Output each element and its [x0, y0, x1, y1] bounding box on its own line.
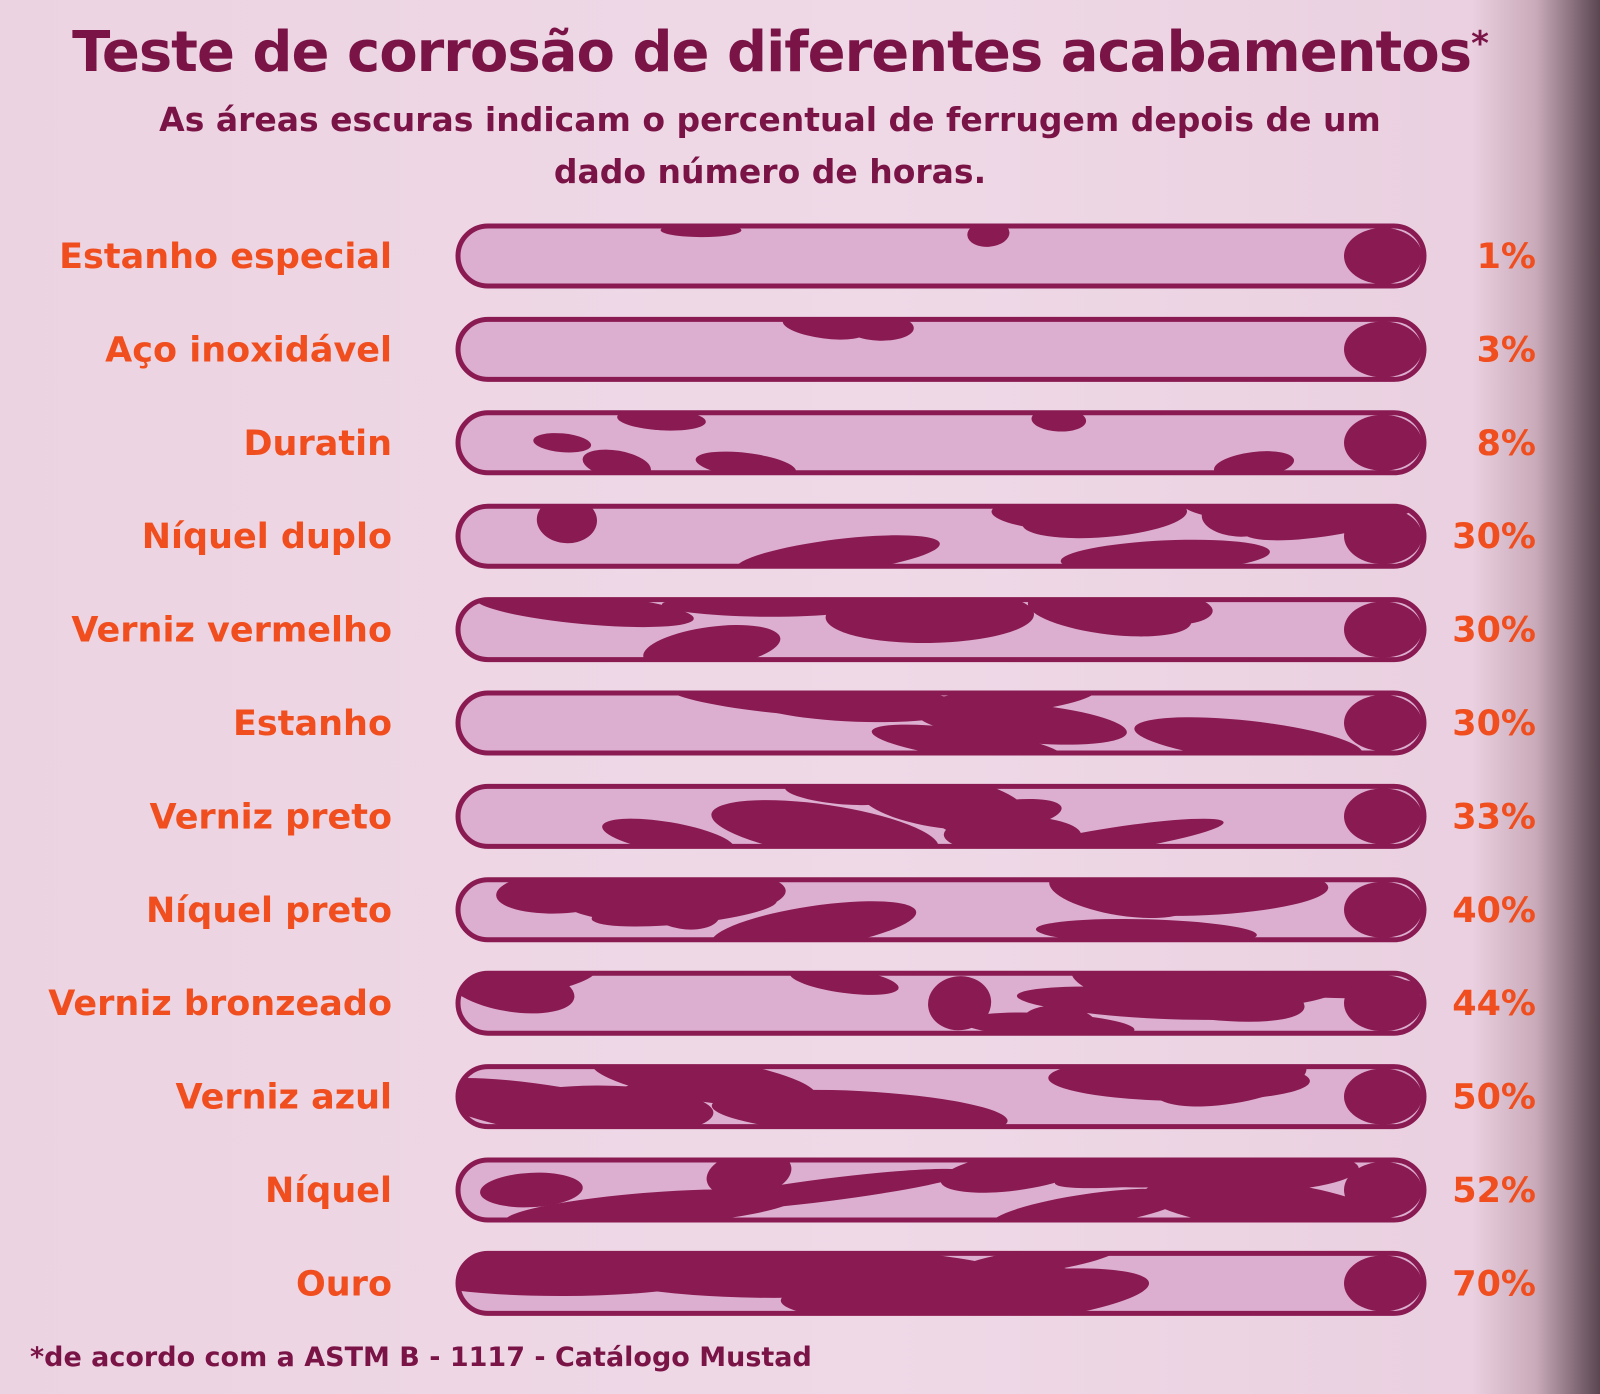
bar-5: Verniz vermelho 30% — [71, 597, 1536, 663]
value-label: 3% — [1477, 330, 1536, 370]
rust-spot — [1016, 986, 1277, 1020]
page-title: Teste de corrosão de diferentes acabamen… — [0, 20, 1560, 85]
hook-eye-cap — [1344, 508, 1422, 565]
rust-spot — [602, 818, 735, 847]
value-label: 30% — [1452, 704, 1536, 744]
rust-spot — [1241, 506, 1417, 541]
rust-spot — [735, 535, 940, 567]
category-label: Ouro — [296, 1264, 392, 1304]
bar-outline — [455, 877, 1427, 943]
rust-spot — [494, 1085, 714, 1127]
rust-spot — [711, 901, 917, 940]
hook-eye-cap — [1344, 228, 1422, 284]
page-subtitle: As áreas escuras indicam o percentual de… — [159, 100, 1381, 191]
hook-eye-cap — [1344, 1255, 1422, 1312]
value-label: 30% — [1452, 611, 1536, 651]
value-label: 50% — [1452, 1078, 1536, 1118]
value-label: 44% — [1452, 984, 1536, 1024]
bar-2: Aço inoxidável 3% — [105, 316, 1536, 382]
bar-outline — [455, 970, 1427, 1036]
bar-outline — [455, 597, 1427, 663]
rust-spot — [591, 893, 777, 927]
bar-body — [458, 226, 1424, 286]
bar-12: Ouro 70% — [296, 1250, 1536, 1316]
value-label: 52% — [1452, 1171, 1536, 1211]
category-label: Verniz preto — [150, 797, 392, 837]
category-label: Verniz bronzeado — [48, 984, 392, 1024]
bar-outline — [455, 503, 1427, 569]
hook-eye-cap — [1344, 1162, 1422, 1218]
bar-10: Verniz azul 50% — [175, 1064, 1536, 1130]
category-label: Aço inoxidável — [105, 330, 392, 370]
value-label: 1% — [1477, 237, 1536, 277]
category-label: Níquel — [265, 1171, 392, 1211]
bar-6: Estanho 30% — [233, 690, 1536, 756]
footnote: *de acordo com a ASTM B - 1117 - Catálog… — [30, 1342, 812, 1373]
rust-spot — [990, 1188, 1185, 1220]
rust-spot — [480, 1172, 583, 1208]
title-text: Teste de corrosão de diferentes acabamen… — [72, 20, 1472, 85]
category-label: Níquel duplo — [142, 517, 392, 557]
bar-body — [458, 319, 1424, 380]
bar-3: Duratin 8% — [244, 410, 1536, 476]
bar-outline — [455, 223, 1427, 289]
bar-4: Níquel duplo 30% — [142, 503, 1536, 569]
category-label: Verniz azul — [175, 1078, 392, 1118]
category-label: Duratin — [244, 424, 393, 464]
category-label: Estanho especial — [59, 237, 392, 277]
bar-outline — [455, 1064, 1427, 1130]
bar-outline — [455, 1250, 1427, 1316]
category-label: Verniz vermelho — [71, 611, 392, 651]
hook-eye-cap — [1344, 695, 1422, 751]
rust-spot — [1003, 818, 1224, 847]
hook-eye-cap — [1344, 601, 1422, 658]
value-label: 33% — [1452, 797, 1536, 837]
hook-eye-cap — [1344, 414, 1422, 471]
category-label: Níquel preto — [146, 891, 392, 931]
bar-9: Verniz bronzeado 44% — [48, 970, 1536, 1036]
rust-area — [458, 1066, 1310, 1127]
value-label: 8% — [1477, 424, 1536, 464]
rust-spot — [950, 1253, 1120, 1279]
bar-outline — [455, 316, 1427, 382]
rust-spot — [871, 724, 1063, 753]
bar-7: Verniz preto 33% — [150, 783, 1536, 849]
rust-spot — [533, 433, 592, 453]
value-label: 30% — [1452, 517, 1536, 557]
rust-spot — [928, 976, 992, 1031]
rust-spot — [825, 599, 1034, 644]
bar-outline — [455, 1157, 1427, 1223]
bar-1: Estanho especial 1% — [59, 223, 1536, 289]
hook-eye-cap — [1344, 881, 1422, 938]
bar-11: Níquel 52% — [265, 1157, 1536, 1223]
hook-eye-cap — [1344, 788, 1422, 845]
bar-outline — [455, 690, 1427, 756]
category-label: Estanho — [233, 704, 392, 744]
rust-spot — [485, 973, 596, 996]
value-label: 40% — [1452, 891, 1536, 931]
bar-outline — [455, 410, 1427, 476]
value-label: 70% — [1452, 1264, 1536, 1304]
hook-eye-cap — [1344, 1068, 1422, 1125]
hook-eye-cap — [1344, 321, 1422, 378]
bar-8: Níquel preto 40% — [146, 877, 1536, 943]
rust-area — [496, 879, 1329, 940]
bar-outline — [455, 783, 1427, 849]
hook-eye-cap — [1344, 975, 1422, 1032]
title-footnote-mark: * — [1471, 24, 1489, 64]
